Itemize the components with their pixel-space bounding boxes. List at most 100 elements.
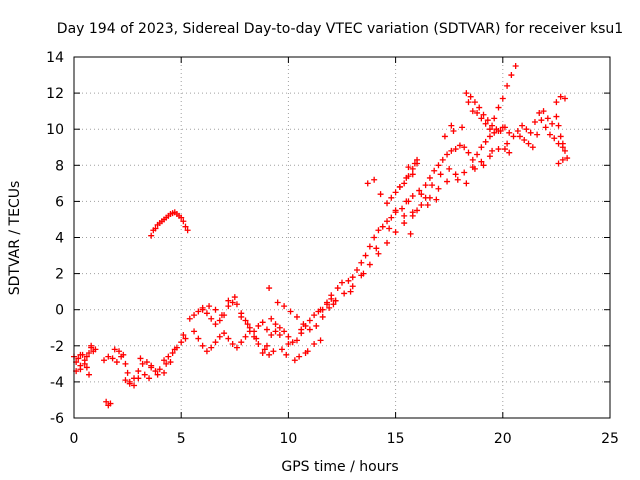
series-outlier-low [103, 398, 114, 409]
data-point [246, 328, 253, 335]
data-point [242, 317, 249, 324]
data-point [474, 151, 481, 158]
data-point [388, 194, 395, 201]
series-evening-bands [384, 122, 511, 219]
data-point [199, 306, 206, 313]
series-late-evening [463, 63, 571, 167]
data-point [429, 182, 436, 189]
data-point [81, 360, 88, 367]
y-axis: -6 -4 -2 0 2 4 6 8 10 12 14 [46, 50, 610, 427]
data-point [287, 308, 294, 315]
data-point [360, 270, 367, 277]
x-tick-label: 15 [387, 431, 405, 447]
data-point [469, 108, 476, 115]
data-point [426, 174, 433, 181]
data-point [471, 165, 478, 172]
data-point [461, 144, 468, 151]
y-tick-label: 8 [55, 158, 64, 174]
data-point [379, 223, 386, 230]
data-point [375, 250, 382, 257]
data-point [521, 137, 528, 144]
data-point [161, 369, 168, 376]
data-point [178, 214, 185, 221]
data-point [311, 340, 318, 347]
data-point [120, 351, 127, 358]
data-point [244, 321, 251, 328]
data-point [266, 351, 273, 358]
data-point [156, 366, 163, 373]
data-point [491, 129, 498, 136]
y-tick-label: 10 [46, 122, 64, 138]
data-point [531, 118, 538, 125]
data-point [169, 350, 176, 357]
data-point [195, 308, 202, 315]
data-point [482, 120, 489, 127]
data-point [154, 371, 161, 378]
data-point [463, 90, 470, 97]
data-point [86, 371, 93, 378]
data-point [435, 162, 442, 169]
y-tick-label: 12 [46, 86, 64, 102]
x-axis: 0 5 10 15 20 25 [70, 57, 619, 447]
chart-title: Day 194 of 2023, Sidereal Day-to-day VTE… [57, 21, 623, 37]
data-point [182, 335, 189, 342]
data-point [319, 313, 326, 320]
data-point [456, 142, 463, 149]
data-point [146, 375, 153, 382]
data-point [555, 122, 562, 129]
data-point [238, 313, 245, 320]
data-point [478, 115, 485, 122]
data-point [345, 277, 352, 284]
data-point [270, 348, 277, 355]
data-point [137, 355, 144, 362]
y-tick-label: 0 [55, 303, 64, 319]
data-point [92, 346, 99, 353]
data-point [216, 317, 223, 324]
data-point [289, 339, 296, 346]
data-point [184, 227, 191, 234]
data-point [437, 171, 444, 178]
data-point [276, 331, 283, 338]
data-point [506, 129, 513, 136]
data-point [444, 151, 451, 158]
y-tick-label: 2 [55, 267, 64, 283]
data-point [441, 133, 448, 140]
data-point [480, 162, 487, 169]
series-night-cluster [101, 331, 189, 389]
data-point [480, 111, 487, 118]
data-point [332, 297, 339, 304]
data-point [493, 126, 500, 133]
y-tick-label: -4 [50, 375, 64, 391]
data-point [465, 149, 472, 156]
data-point [486, 133, 493, 140]
data-point [401, 212, 408, 219]
data-point [523, 126, 530, 133]
y-tick-label: -6 [50, 411, 64, 427]
data-point [263, 342, 270, 349]
data-point [551, 135, 558, 142]
x-tick-label: 25 [601, 431, 619, 447]
data-point [557, 93, 564, 100]
data-point [293, 313, 300, 320]
data-point [255, 340, 262, 347]
data-point [126, 380, 133, 387]
data-point [553, 113, 560, 120]
data-point [285, 340, 292, 347]
data-point [131, 382, 138, 389]
data-point [255, 322, 262, 329]
data-point [506, 149, 513, 156]
data-point [366, 243, 373, 250]
data-point [261, 346, 268, 353]
data-point [124, 369, 131, 376]
y-tick-label: -2 [50, 339, 64, 355]
data-point [276, 324, 283, 331]
data-point [75, 355, 82, 362]
data-point [285, 333, 292, 340]
data-point [439, 156, 446, 163]
x-tick-label: 5 [177, 431, 186, 447]
data-point [148, 232, 155, 239]
data-point [152, 368, 159, 375]
series-morning-loops [186, 294, 275, 358]
y-tick-label: 4 [55, 231, 64, 247]
data-point [163, 360, 170, 367]
